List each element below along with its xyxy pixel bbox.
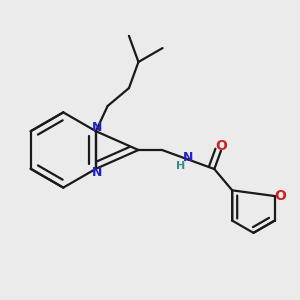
Text: N: N (92, 166, 103, 178)
Text: N: N (183, 152, 194, 164)
Text: N: N (92, 122, 103, 134)
Text: O: O (215, 139, 227, 153)
Text: O: O (274, 189, 286, 203)
Text: H: H (176, 161, 186, 171)
